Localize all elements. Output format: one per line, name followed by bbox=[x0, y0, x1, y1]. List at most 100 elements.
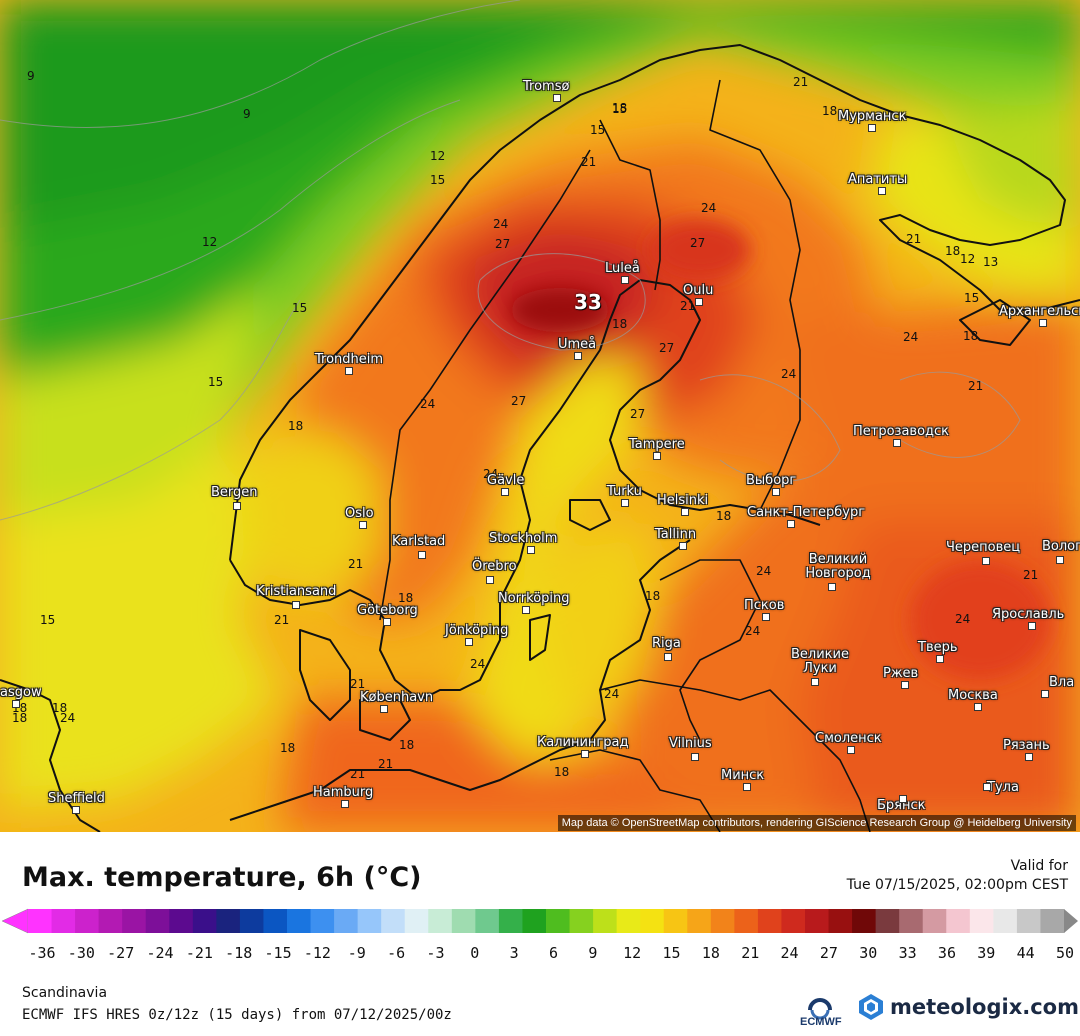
city-marker bbox=[828, 583, 836, 591]
city-label: Stockholm bbox=[489, 532, 557, 546]
city-label: Калининград bbox=[537, 736, 628, 750]
city-label: Riga bbox=[652, 637, 681, 651]
city-marker bbox=[691, 753, 699, 761]
isotherm-label: 21 bbox=[274, 614, 289, 626]
color-scale-ticks: -36 -30 -27 -24 -21 -18 -15 -12 -9 -6 -3 0 3 6 9 12 15 18… bbox=[0, 944, 1080, 964]
scale-tick-label: 3 bbox=[510, 944, 519, 962]
scale-swatch bbox=[1017, 909, 1041, 933]
city-marker bbox=[664, 653, 672, 661]
city-label: Тула bbox=[987, 781, 1019, 795]
scale-tick-label: -21 bbox=[186, 944, 213, 962]
city-label: Вла bbox=[1049, 676, 1074, 690]
weather-map[interactable]: 9 9 15 15 18 21 21 12 15 24 27 24 27 12 21 18 12 13 15 33 18… bbox=[0, 0, 1080, 832]
city-label: Tallinn bbox=[655, 528, 696, 542]
scale-tick-label: -3 bbox=[426, 944, 444, 962]
scale-tick-label: -9 bbox=[348, 944, 366, 962]
scale-tick-label: -36 bbox=[28, 944, 55, 962]
isotherm-label: 24 bbox=[903, 331, 918, 343]
scale-swatch bbox=[169, 909, 193, 933]
city-label: Москва bbox=[948, 689, 998, 703]
scale-swatch bbox=[99, 909, 123, 933]
isotherm-label: 21 bbox=[793, 76, 808, 88]
city-marker bbox=[383, 618, 391, 626]
city-marker bbox=[233, 502, 241, 510]
meteologix-logo[interactable]: meteologix.com bbox=[858, 992, 1079, 1022]
color-scale-bar bbox=[0, 906, 1080, 936]
city-label: Bergen bbox=[211, 486, 258, 500]
scale-swatch bbox=[829, 909, 853, 933]
temperature-field bbox=[0, 0, 1080, 832]
scale-tick-label: -27 bbox=[107, 944, 134, 962]
scale-tick-label: 9 bbox=[588, 944, 597, 962]
city-marker bbox=[878, 187, 886, 195]
scale-swatch bbox=[428, 909, 452, 933]
meteologix-brand: meteologix.com bbox=[890, 995, 1079, 1019]
scale-swatch bbox=[899, 909, 923, 933]
city-marker bbox=[1028, 622, 1036, 630]
city-marker bbox=[292, 601, 300, 609]
city-label: Göteborg bbox=[357, 604, 418, 618]
scale-tick-label: 18 bbox=[702, 944, 720, 962]
isotherm-label: 24 bbox=[701, 202, 716, 214]
scale-arrow-low bbox=[2, 909, 28, 933]
scale-tick-label: -30 bbox=[68, 944, 95, 962]
city-label: Великие Луки bbox=[785, 648, 855, 676]
city-marker bbox=[983, 783, 991, 791]
city-marker bbox=[901, 681, 909, 689]
isotherm-label: 21 bbox=[906, 233, 921, 245]
model-run-info: ECMWF IFS HRES 0z/12z (15 days) from 07/… bbox=[22, 1007, 452, 1023]
isotherm-label: 18 bbox=[945, 245, 960, 257]
scale-tick-label: 39 bbox=[977, 944, 995, 962]
scale-swatch bbox=[993, 909, 1017, 933]
city-marker bbox=[621, 499, 629, 507]
city-marker bbox=[653, 452, 661, 460]
scale-swatch bbox=[28, 909, 52, 933]
isotherm-label: 21 bbox=[968, 380, 983, 392]
city-label: Тверь bbox=[918, 641, 958, 655]
city-marker bbox=[12, 700, 20, 708]
isotherm-label: 21 bbox=[350, 768, 365, 780]
isotherm-label: 24 bbox=[60, 712, 75, 724]
city-marker bbox=[1039, 319, 1047, 327]
city-marker bbox=[621, 276, 629, 284]
city-marker bbox=[380, 705, 388, 713]
isotherm-label: 13 bbox=[983, 256, 998, 268]
scale-tick-label: -24 bbox=[146, 944, 173, 962]
isotherm-label: 12 bbox=[202, 236, 217, 248]
isotherm-label: 18 bbox=[12, 712, 27, 724]
city-marker bbox=[681, 508, 689, 516]
city-label: Выборг bbox=[746, 474, 796, 488]
scale-swatch bbox=[452, 909, 476, 933]
scale-swatch bbox=[522, 909, 546, 933]
city-marker bbox=[762, 613, 770, 621]
scale-tick-label: 50 bbox=[1056, 944, 1074, 962]
isotherm-label: 21 bbox=[348, 558, 363, 570]
scale-tick-label: -6 bbox=[387, 944, 405, 962]
isotherm-label: 18 bbox=[963, 330, 978, 342]
isotherm-label: 9 bbox=[27, 70, 35, 82]
isotherm-label: 18 bbox=[399, 739, 414, 751]
scale-tick-label: 21 bbox=[741, 944, 759, 962]
city-marker bbox=[679, 542, 687, 550]
city-label: Петрозаводск bbox=[853, 425, 949, 439]
city-label: Örebro bbox=[472, 560, 517, 574]
city-label: Oslo bbox=[345, 507, 374, 521]
map-attribution[interactable]: Map data © OpenStreetMap contributors, r… bbox=[558, 815, 1076, 831]
scale-swatch bbox=[852, 909, 876, 933]
scale-swatch bbox=[75, 909, 99, 933]
city-label: Tampere bbox=[629, 438, 685, 452]
city-marker bbox=[465, 638, 473, 646]
city-marker bbox=[418, 551, 426, 559]
city-marker bbox=[847, 746, 855, 754]
isotherm-label: 33 bbox=[574, 296, 602, 308]
region-name: Scandinavia bbox=[22, 985, 107, 1001]
scale-swatch bbox=[52, 909, 76, 933]
isotherm-label: 21 bbox=[378, 758, 393, 770]
city-label: Jönköping bbox=[445, 624, 508, 638]
city-label: Karlstad bbox=[392, 535, 445, 549]
scale-tick-label: 27 bbox=[820, 944, 838, 962]
city-marker bbox=[1025, 753, 1033, 761]
city-label: Великий Новгород bbox=[798, 553, 878, 581]
scale-swatch bbox=[781, 909, 805, 933]
city-label: Hamburg bbox=[313, 786, 373, 800]
